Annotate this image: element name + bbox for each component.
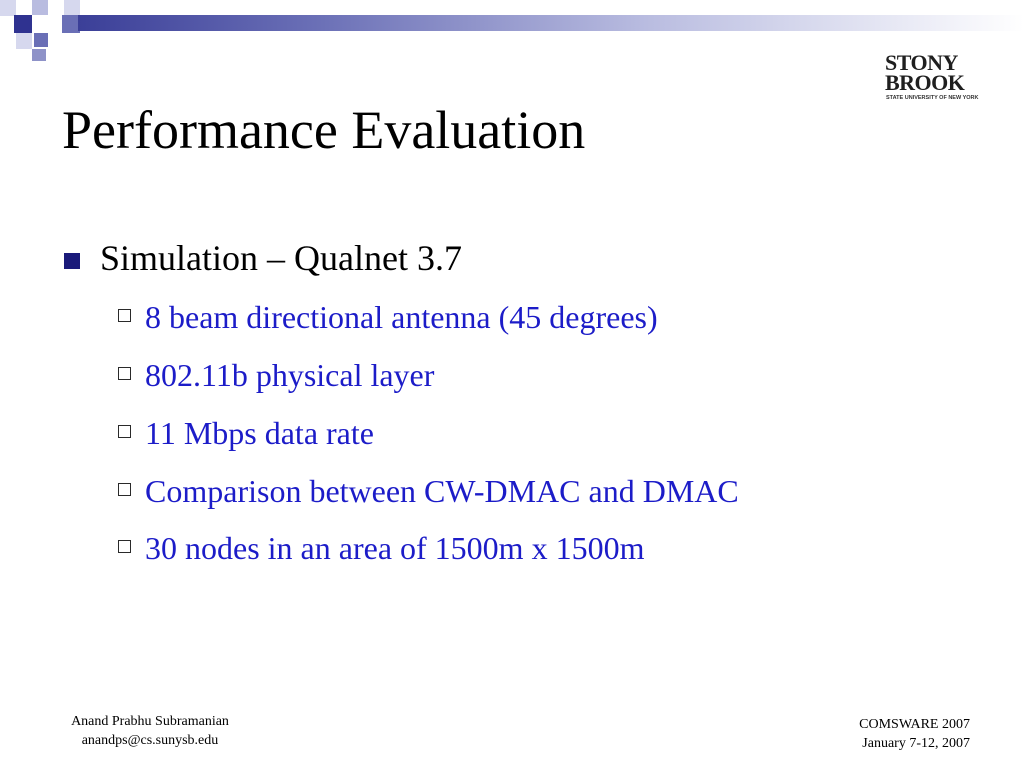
conference-name: COMSWARE 2007 [859, 717, 970, 732]
hollow-square-bullet-icon [118, 309, 131, 322]
sub-bullet-text: 11 Mbps data rate [145, 415, 374, 451]
slide-title: Performance Evaluation [62, 100, 586, 160]
hollow-square-bullet-icon [118, 540, 131, 553]
logo-subtitle: STATE UNIVERSITY OF NEW YORK [886, 95, 979, 101]
stony-brook-logo: STONY BROOK STATE UNIVERSITY OF NEW YORK [885, 50, 979, 107]
footer-author: Anand Prabhu Subramanian anandps@cs.suny… [40, 712, 260, 750]
sub-bullet-text: 30 nodes in an area of 1500m x 1500m [145, 530, 645, 566]
logo-line2: BROOK [885, 70, 965, 95]
hollow-square-bullet-icon [118, 483, 131, 496]
corner-decoration [0, 0, 80, 61]
author-email: anandps@cs.sunysb.edu [81, 733, 219, 748]
square-bullet-icon [64, 253, 80, 269]
header-gradient-bar [78, 15, 1024, 31]
conference-dates: January 7-12, 2007 [862, 736, 970, 751]
bullet-text: Simulation – Qualnet 3.7 [100, 238, 462, 278]
hollow-square-bullet-icon [118, 367, 131, 380]
sub-bullet-text: Comparison between CW-DMAC and DMAC [145, 473, 739, 509]
sub-bullet-text: 802.11b physical layer [145, 357, 435, 393]
sub-bullet-text: 8 beam directional antenna (45 degrees) [145, 299, 658, 335]
hollow-square-bullet-icon [118, 425, 131, 438]
footer-conference: COMSWARE 2007 January 7-12, 2007 [780, 715, 970, 753]
logo-line1: STONY [885, 50, 958, 75]
author-name: Anand Prabhu Subramanian [71, 714, 229, 729]
